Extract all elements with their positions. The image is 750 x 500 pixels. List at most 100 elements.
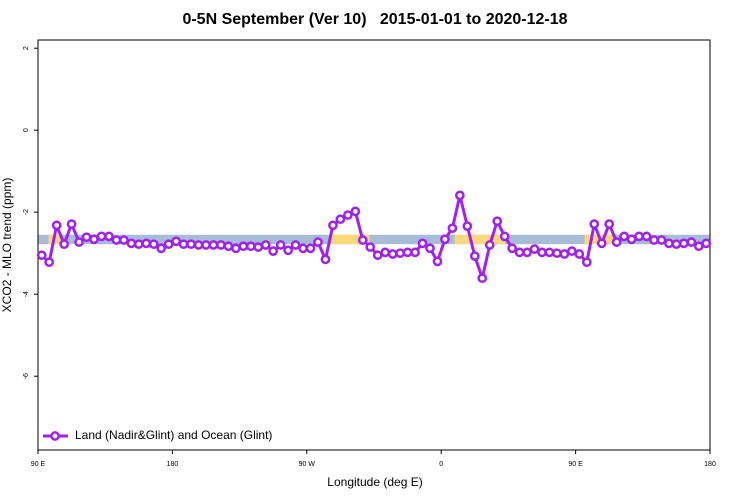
data-point [133,239,144,250]
data-point [163,239,174,250]
data-point [193,240,204,250]
data-point [701,238,712,249]
data-point [298,243,308,254]
data-point [410,247,420,258]
data-point [357,235,368,245]
y-tick-label: 2 [23,46,30,50]
y-axis-label: XCO2 - MLO trend (ppm) [0,178,14,313]
data-point [641,231,652,242]
data-point [283,245,293,256]
y-tick-label: -6 [23,373,30,379]
y-tick-label: 0 [23,128,30,132]
data-point [313,237,323,247]
data-point [96,231,107,242]
data-point [455,190,465,201]
data-point [544,247,555,258]
data-point [581,257,592,268]
data-point [178,239,189,250]
data-point [119,235,129,245]
data-point [507,243,517,254]
data-point [111,235,122,245]
data-point [372,250,383,261]
data-point [387,249,398,259]
data-point [231,243,241,254]
data-point [574,249,585,259]
data-point [432,256,443,267]
data-point [679,238,689,249]
data-point [51,220,62,231]
data-point [81,232,92,243]
y-tick-label: -2 [23,209,30,215]
data-point [380,247,391,258]
data-point [343,210,353,220]
data-point [275,240,286,250]
data-point [447,223,458,234]
data-point [245,241,256,252]
data-point [537,247,547,258]
data-point [589,219,600,229]
data-point [268,246,279,256]
data-point [66,219,77,229]
data-point [492,216,503,227]
data-point [350,206,361,217]
x-tick-label: 90 W [299,461,316,468]
data-point [484,240,495,250]
data-point [36,250,47,261]
data-point [141,238,152,249]
data-point [671,239,682,250]
data-point [634,231,644,242]
data-point [693,241,704,252]
data-point [335,214,346,225]
data-point [567,246,577,256]
data-point [425,243,435,254]
data-point [260,240,271,250]
data-point [208,240,219,250]
land-band [330,234,370,245]
data-point [514,247,525,258]
data-point [395,248,405,259]
x-tick-label: 180 [167,461,179,468]
data-point [223,241,234,252]
data-point [611,237,622,247]
data-point [552,248,562,259]
x-tick-label: 90 E [568,461,583,468]
data-point [626,234,637,245]
data-point [74,237,84,247]
data-point [216,240,226,250]
data-point [596,238,607,249]
x-tick-label: 180 [704,461,716,468]
data-point [305,243,316,254]
data-point [126,238,137,249]
data-point [59,239,69,250]
data-point [686,237,697,247]
data-point [402,247,413,258]
data-point [290,240,301,250]
data-point [44,257,55,268]
data-point [664,238,674,249]
data-point [201,240,211,250]
y-tick-label: -4 [23,291,30,297]
data-point [417,238,428,249]
data-point [104,231,114,242]
data-point [649,235,659,245]
data-point [656,235,667,245]
x-tick-label: 0 [439,461,443,468]
land-band [454,234,506,245]
legend-label: Land (Nadir&Glint) and Ocean (Glint) [75,428,272,442]
data-point [559,249,570,259]
data-point [320,254,331,265]
data-point [529,244,540,254]
data-point [462,221,473,231]
data-point [156,243,167,254]
data-point [238,241,249,252]
data-point [89,234,99,245]
data-point [440,234,450,245]
data-point [253,242,264,252]
ocean-band [38,234,710,245]
chart-title: 0-5N September (Ver 10) 2015-01-01 to 20… [182,11,567,28]
data-point [522,247,532,258]
x-tick-label: 90 E [31,461,46,468]
data-point [619,231,629,242]
legend-marker [50,431,60,441]
